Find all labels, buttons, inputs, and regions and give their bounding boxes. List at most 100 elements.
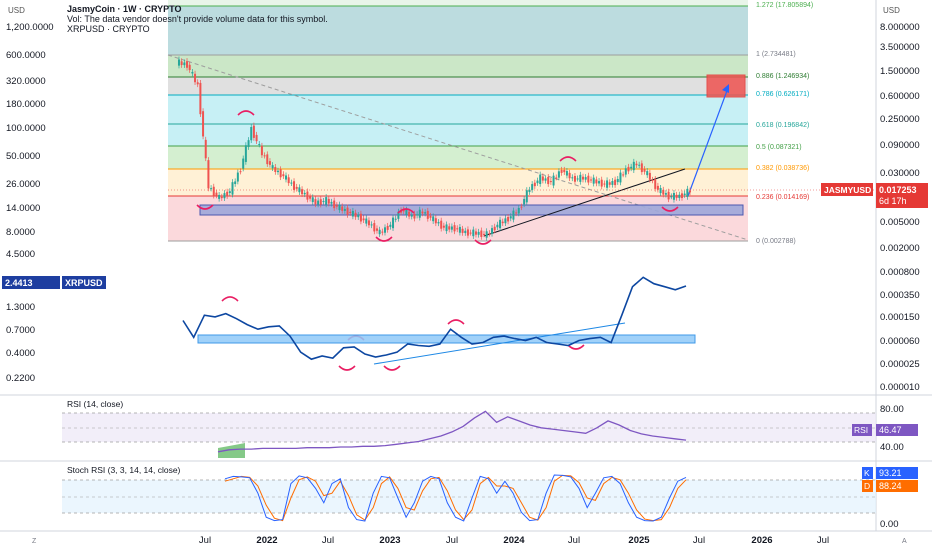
time-axis-right-mark[interactable]: A: [902, 538, 907, 545]
candle-body: [357, 215, 360, 218]
candle-body: [680, 193, 683, 199]
highlight-arc: [383, 365, 401, 371]
candle-body: [662, 189, 665, 195]
left-axis-tick: 8.0000: [6, 227, 35, 238]
candle-body: [429, 215, 432, 218]
support-zone[interactable]: [199, 204, 744, 216]
stoch-d-line[interactable]: [224, 474, 687, 522]
stoch-d-value-badge: [876, 480, 918, 492]
candle-body: [196, 82, 199, 85]
candle-body: [600, 179, 603, 187]
candle-body: [499, 219, 502, 229]
candle-body: [223, 193, 226, 199]
candle-body: [341, 206, 344, 211]
jasmy-price-series[interactable]: [177, 56, 692, 241]
projection-arrow[interactable]: [687, 87, 729, 197]
candle-body: [654, 179, 657, 189]
candle-body: [614, 179, 617, 186]
left-price-axis[interactable]: 1,200.0000 600.0000 320.0000 180.0000 100.00…: [6, 22, 54, 384]
candle-body: [413, 213, 416, 219]
xrp-price-series[interactable]: [182, 276, 687, 361]
candle-body: [485, 231, 488, 238]
rsi-line[interactable]: [217, 410, 687, 453]
candle-body: [215, 192, 218, 196]
candle-body: [392, 217, 395, 229]
right-currency-label: USD: [883, 6, 900, 15]
time-axis-tick: 2024: [503, 535, 525, 546]
candle-body: [549, 181, 552, 183]
left-axis-tick: 4.5000: [6, 249, 35, 260]
candle-body: [287, 177, 290, 184]
right-axis-tick: 0.000150: [880, 312, 920, 323]
candle-body: [509, 216, 512, 219]
fibonacci-retracement[interactable]: [167, 0, 749, 242]
target-zone[interactable]: [706, 74, 746, 98]
candle-body: [442, 225, 445, 228]
candle-body: [563, 169, 566, 173]
jasmy-badge-value: 0.017253: [879, 185, 917, 195]
highlight-arc: [196, 204, 214, 210]
right-price-axis[interactable]: 8.000000 3.500000 1.500000 0.600000 0.250000…: [880, 22, 920, 530]
candle-body: [643, 169, 646, 172]
candle-body: [664, 193, 667, 195]
stoch-axis-tick: 0.00: [880, 519, 899, 530]
candle-body: [507, 217, 510, 222]
time-axis-tick: 2023: [379, 535, 400, 546]
overlay-symbol-title[interactable]: XRPUSD · CRYPTO: [67, 24, 150, 34]
time-axis-left-mark[interactable]: Z: [32, 538, 37, 545]
candle-body: [608, 182, 611, 185]
candle-body: [624, 168, 627, 175]
candle-body: [474, 231, 477, 235]
candle-body: [581, 176, 584, 180]
candle-body: [416, 214, 419, 216]
xrp-trendline[interactable]: [373, 322, 626, 365]
candle-body: [290, 182, 293, 184]
candle-body: [247, 140, 250, 148]
candle-body: [204, 139, 207, 159]
candle-body: [672, 192, 675, 200]
candle-body: [418, 209, 421, 218]
stoch-title[interactable]: Stoch RSI (3, 3, 14, 14, close): [67, 465, 181, 475]
time-axis-tick: 2026: [751, 535, 772, 546]
candle-body: [397, 211, 400, 219]
right-axis-tick: 0.250000: [880, 114, 920, 125]
xrp-line[interactable]: [182, 276, 687, 361]
jasmy-badge-label: JASMYUSD: [824, 185, 871, 195]
time-axis-tick: Jul: [693, 535, 705, 546]
jasmy-price-badge: [876, 183, 928, 208]
time-axis-tick: 2022: [256, 535, 277, 546]
candle-body: [311, 197, 314, 203]
rsi-title[interactable]: RSI (14, close): [67, 399, 123, 409]
candle-body: [271, 165, 274, 169]
jasmy-name-badge: [821, 183, 873, 196]
candle-body: [322, 201, 325, 203]
jasmy-trendline[interactable]: [483, 168, 686, 237]
xrp-badge-value: 2.4413: [5, 278, 33, 288]
candle-body: [252, 125, 255, 138]
right-axis-tick: 0.000010: [880, 382, 920, 393]
rsi-axis-tick: 40.00: [880, 442, 904, 453]
candle-body: [191, 71, 194, 74]
symbol-title[interactable]: JasmyCoin · 1W · CRYPTO: [67, 4, 182, 14]
candle-body: [239, 171, 242, 173]
rsi-badge-label: RSI: [854, 425, 868, 435]
candle-body: [458, 226, 461, 233]
candle-body: [234, 181, 237, 185]
stoch-d-name-badge: [862, 480, 873, 492]
fib-level-label: 0.786 (0.626171): [756, 91, 809, 98]
candle-body: [445, 224, 448, 232]
left-axis-tick: 14.0000: [6, 203, 40, 214]
fib-level-label: 0.886 (1.246934): [756, 73, 809, 80]
time-axis-tick: Jul: [568, 535, 580, 546]
candle-body: [188, 64, 191, 71]
candle-body: [539, 174, 542, 184]
time-axis[interactable]: Jul 2022 Jul 2023 Jul 2024 Jul 2025 Jul 2026 Jul Z A: [32, 535, 907, 546]
stoch-k-line[interactable]: [224, 474, 687, 522]
candle-body: [536, 180, 539, 184]
candle-body: [335, 205, 338, 207]
stoch-series[interactable]: [224, 474, 687, 522]
rsi-series[interactable]: [217, 410, 687, 453]
